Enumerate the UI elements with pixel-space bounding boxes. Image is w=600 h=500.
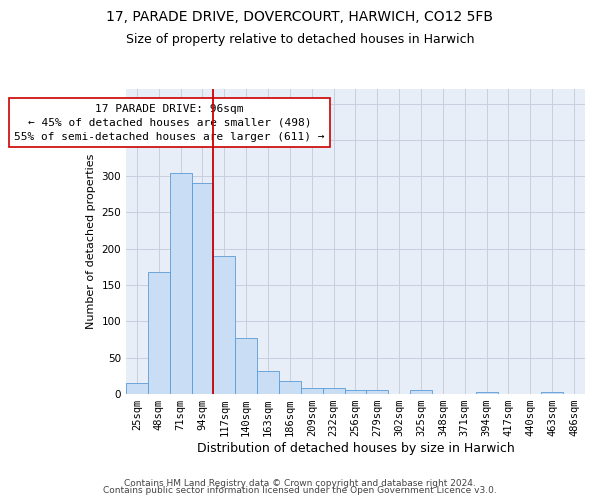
Text: 17, PARADE DRIVE, DOVERCOURT, HARWICH, CO12 5FB: 17, PARADE DRIVE, DOVERCOURT, HARWICH, C… xyxy=(107,10,493,24)
Text: Size of property relative to detached houses in Harwich: Size of property relative to detached ho… xyxy=(126,32,474,46)
Bar xyxy=(126,383,148,394)
Y-axis label: Number of detached properties: Number of detached properties xyxy=(86,154,96,329)
Bar xyxy=(191,184,214,394)
Text: 17 PARADE DRIVE: 96sqm
← 45% of detached houses are smaller (498)
55% of semi-de: 17 PARADE DRIVE: 96sqm ← 45% of detached… xyxy=(14,104,325,142)
Text: Contains HM Land Registry data © Crown copyright and database right 2024.: Contains HM Land Registry data © Crown c… xyxy=(124,478,476,488)
Bar xyxy=(170,172,191,394)
Bar xyxy=(301,388,323,394)
Bar xyxy=(235,338,257,394)
Text: Contains public sector information licensed under the Open Government Licence v3: Contains public sector information licen… xyxy=(103,486,497,495)
Bar xyxy=(279,381,301,394)
Bar xyxy=(344,390,367,394)
Bar xyxy=(410,390,432,394)
Bar xyxy=(323,388,344,394)
Bar xyxy=(148,272,170,394)
Bar xyxy=(257,371,279,394)
Bar xyxy=(541,392,563,394)
Bar xyxy=(476,392,497,394)
X-axis label: Distribution of detached houses by size in Harwich: Distribution of detached houses by size … xyxy=(197,442,514,455)
Bar xyxy=(214,256,235,394)
Bar xyxy=(367,390,388,394)
